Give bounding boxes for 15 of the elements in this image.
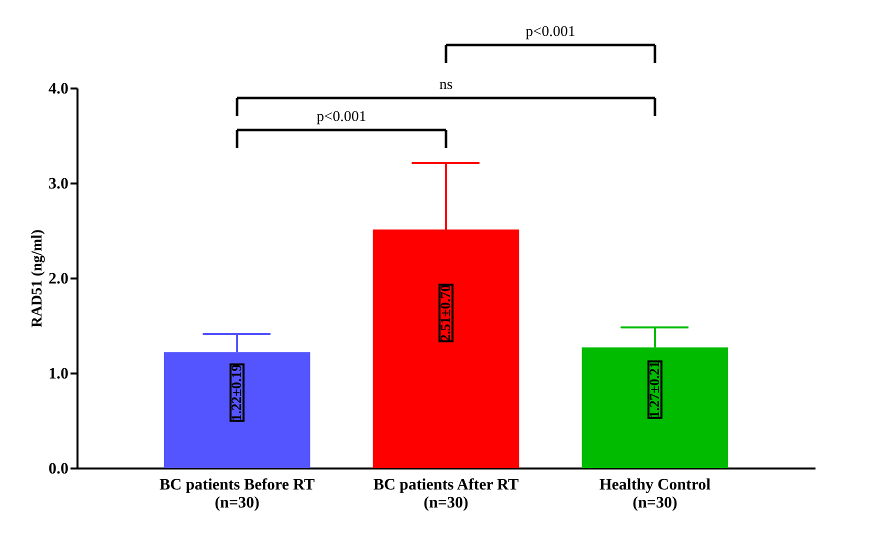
y-tick-label: 2.0 — [48, 270, 68, 288]
y-axis-title: RAD51 (ng/ml) — [30, 230, 46, 328]
y-tick-label: 0.0 — [48, 460, 68, 478]
x-tick-label: Healthy Control (n=30) — [599, 476, 712, 512]
x-tick-label: BC patients Before RT (n=30) — [159, 476, 315, 512]
y-tick-label: 3.0 — [48, 176, 68, 192]
annotation: p<0.001 — [316, 109, 366, 125]
data-label: 2.51±0.70 — [439, 284, 454, 342]
y-tick-label: 1.0 — [48, 366, 68, 382]
x-tick-label: BC patients After RT (n=30) — [373, 476, 520, 512]
y-tick-label: 4.0 — [48, 80, 68, 98]
data-label: 1.22±0.19 — [230, 364, 246, 422]
data-label: 1.27±0.21 — [648, 361, 663, 418]
text: p<0.001 — [526, 24, 576, 40]
annotation: ns — [439, 77, 453, 93]
